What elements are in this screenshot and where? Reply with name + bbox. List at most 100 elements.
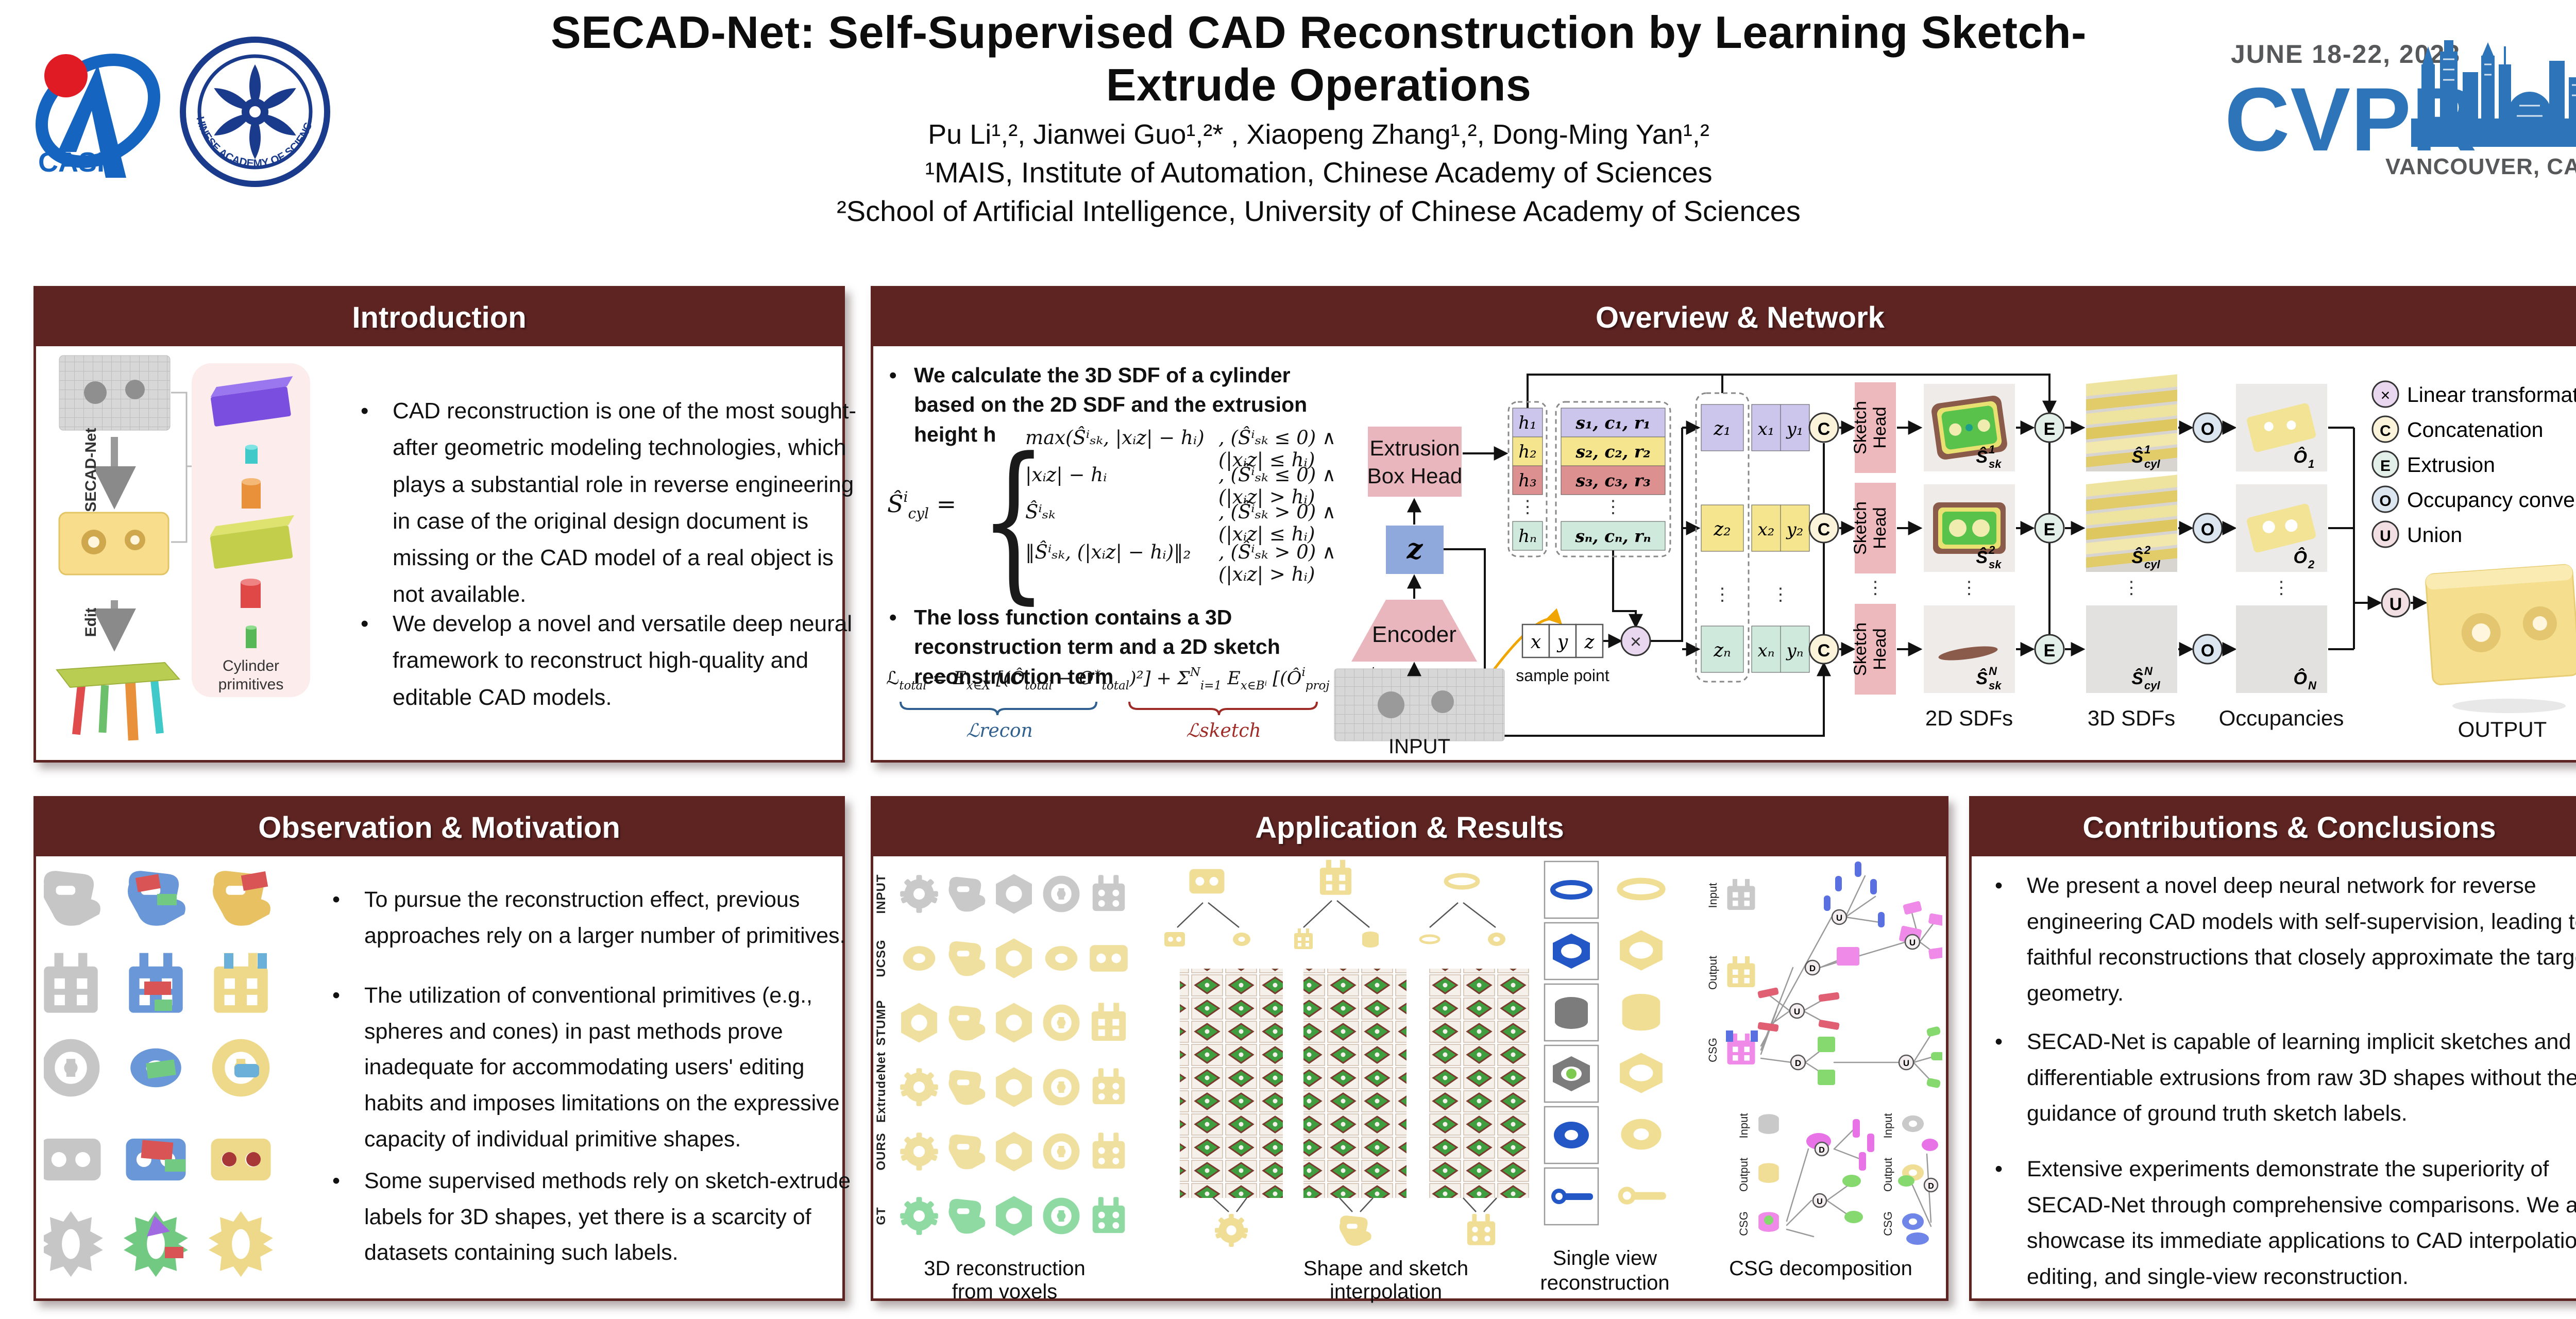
svg-text:2: 2 xyxy=(2308,558,2315,571)
caption-occupancies: Occupancies xyxy=(2219,706,2344,730)
svg-text:⋮: ⋮ xyxy=(2273,578,2290,598)
svg-text:⋮: ⋮ xyxy=(1714,585,1731,604)
caption-3d-sdfs: 3D SDFs xyxy=(2088,706,2175,730)
svg-text:Sketch: Sketch xyxy=(1851,401,1870,454)
svg-text:CSG: CSG xyxy=(1737,1211,1750,1236)
svg-text:zₙ: zₙ xyxy=(1713,640,1731,661)
intro-primitives-label-2: primitives xyxy=(218,676,284,693)
svg-text:⋮: ⋮ xyxy=(2123,578,2140,598)
svg-text:cyl: cyl xyxy=(2144,558,2160,571)
loss-underbraces xyxy=(900,701,1318,716)
occupancy-nodes: O O O xyxy=(2178,412,2237,665)
svg-text:OURS: OURS xyxy=(874,1132,888,1170)
cvpr-dates: JUNE 18-22, 2023 xyxy=(2231,40,2461,69)
svg-text:Extrusion: Extrusion xyxy=(1369,436,1460,460)
svg-text:Output: Output xyxy=(1706,956,1719,990)
svg-text:Input: Input xyxy=(1737,1113,1750,1139)
svg-text:Ŝ: Ŝ xyxy=(1976,547,1988,567)
single-view-figure xyxy=(1544,860,1666,1226)
svg-text:h₁: h₁ xyxy=(1518,413,1537,433)
svg-text:sk: sk xyxy=(1989,679,2002,692)
svg-text:Head: Head xyxy=(1870,628,1890,670)
svg-text:CSG: CSG xyxy=(1706,1038,1719,1062)
svg-text:x: x xyxy=(1531,632,1541,653)
svg-text:1: 1 xyxy=(2144,443,2150,456)
sketch-heads: Sketch Head Sketch Head Sketch Head ⋮ xyxy=(1851,382,1896,695)
3d-sdf-images: ⋮ xyxy=(2086,374,2177,693)
svg-text:cyl: cyl xyxy=(2144,458,2160,470)
svg-text:U: U xyxy=(1903,1058,1909,1068)
formula-case-3: Ŝⁱₛₖ, (Ŝⁱₛₖ > 0) ∧ (|xᵢz| ≤ hᵢ) xyxy=(1025,501,1336,545)
intro-pipeline-figure: SECAD-Net Edit Cylinder primitives xyxy=(56,355,310,741)
panel-contributions-title: Contributions & Conclusions xyxy=(1972,799,2576,856)
intro-bullet-1: CAD reconstruction is one of the most so… xyxy=(355,393,864,613)
svg-text:1: 1 xyxy=(1989,443,1995,456)
svg-text:Linear transformation: Linear transformation xyxy=(2407,383,2576,407)
poster-title-line1: SECAD-Net: Self-Supervised CAD Reconstru… xyxy=(551,7,2087,58)
svg-text:U: U xyxy=(1909,938,1916,948)
svg-text:CSG: CSG xyxy=(1882,1211,1894,1236)
svg-text:z₂: z₂ xyxy=(1713,519,1731,540)
svg-text:Ŝ: Ŝ xyxy=(1976,668,1988,688)
union-node xyxy=(2381,588,2411,618)
svg-text:N: N xyxy=(2308,679,2317,692)
svg-text:sₙ, cₙ, rₙ: sₙ, cₙ, rₙ xyxy=(1574,526,1651,546)
cvpr-location: VANCOUVER, CANADA xyxy=(2385,154,2576,179)
svg-text:z₁: z₁ xyxy=(1713,418,1731,439)
svg-text:O: O xyxy=(2379,493,2391,510)
cvpr-skyline-icon xyxy=(2411,40,2576,147)
svg-text:U: U xyxy=(2380,528,2391,545)
svg-text:E: E xyxy=(2044,419,2056,439)
intro-primitives-label-1: Cylinder xyxy=(223,657,279,674)
svg-text:sk: sk xyxy=(1989,558,2002,571)
casia-label: CASIA xyxy=(38,147,125,178)
observation-bullet-3: Some supervised methods rely on sketch-e… xyxy=(327,1163,864,1271)
encoder-block xyxy=(1351,600,1477,662)
poster-title-line2: Extrude Operations xyxy=(1106,59,1532,111)
svg-text:Ŝ: Ŝ xyxy=(2131,668,2143,688)
authors: Pu Li¹,², Jianwei Guo¹,²* , Xiaopeng Zha… xyxy=(928,119,1709,150)
csg-decomposition-figure: Input Output CSG xyxy=(1706,861,1942,1245)
svg-text:C: C xyxy=(1818,520,1831,539)
svg-text:Concatenation: Concatenation xyxy=(2407,418,2543,442)
observation-shapes-figure xyxy=(44,871,273,1277)
sample-point-cells: x y z xyxy=(1521,623,1604,658)
svg-text:yₙ: yₙ xyxy=(1786,640,1804,661)
svg-text:sk: sk xyxy=(1989,458,2002,470)
observation-bullet-2: The utilization of conventional primitiv… xyxy=(327,978,864,1157)
svg-text:GT: GT xyxy=(874,1207,888,1225)
formula-case-1: max(Ŝⁱₛₖ, |xᵢz| − hᵢ), (Ŝⁱₛₖ ≤ 0) ∧ (|xᵢ… xyxy=(1025,427,1336,471)
caption-2d-sdfs: 2D SDFs xyxy=(1925,706,2013,730)
svg-text:C: C xyxy=(2380,422,2391,439)
overview-bullet-2: The loss function contains a 3D reconstr… xyxy=(887,603,1347,691)
casia-logo: CASIA xyxy=(35,54,161,178)
svg-text:N: N xyxy=(2144,665,2153,678)
network-diagram: INPUT Encoder z Extrusion Box Head ⋮ h₁ … xyxy=(1334,374,2576,755)
svg-text:STUMP: STUMP xyxy=(874,1000,888,1046)
svg-text:2: 2 xyxy=(1988,544,1995,556)
contributions-bullet-2: SECAD-Net is capable of learning implici… xyxy=(1990,1024,2576,1132)
svg-text:x₁: x₁ xyxy=(1758,419,1775,439)
svg-text:E: E xyxy=(2044,641,2056,661)
intro-bullet-2: We develop a novel and versatile deep ne… xyxy=(355,605,864,716)
caption-interpolation: Shape and sketch interpolation xyxy=(1303,1257,1469,1303)
svg-text:⋮: ⋮ xyxy=(1867,578,1884,598)
intro-secadnet-label: SECAD-Net xyxy=(82,428,99,512)
svg-text:h₂: h₂ xyxy=(1518,442,1537,462)
svg-text:cyl: cyl xyxy=(2144,679,2160,692)
svg-text:Input: Input xyxy=(1882,1113,1894,1139)
svg-text:Occupancy conversion: Occupancy conversion xyxy=(2407,488,2576,512)
interpolation-figure xyxy=(1164,859,1530,1247)
svg-text:x₂: x₂ xyxy=(1758,519,1775,540)
svg-text:Head: Head xyxy=(1870,507,1890,549)
svg-text:Ŝ: Ŝ xyxy=(2131,547,2143,567)
formula-case-4: ‖Ŝⁱₛₖ, (|xᵢz| − hᵢ)‖₂, (Ŝⁱₛₖ > 0) ∧ (|xᵢ… xyxy=(1025,541,1336,585)
svg-text:xₙ: xₙ xyxy=(1758,640,1775,661)
svg-text:E: E xyxy=(2380,458,2391,475)
cas-seal-logo: CHINESE ACADEMY OF SCIENCES xyxy=(178,23,330,187)
svg-text:⋮: ⋮ xyxy=(1519,497,1536,517)
cvpr-logo: JUNE 18-22, 2023 CVPR VANCOU xyxy=(2225,40,2576,179)
formula-brace: { xyxy=(980,421,1047,619)
svg-text:Sketch: Sketch xyxy=(1851,501,1870,555)
svg-text:s₃, c₃, r₃: s₃, c₃, r₃ xyxy=(1575,470,1650,491)
